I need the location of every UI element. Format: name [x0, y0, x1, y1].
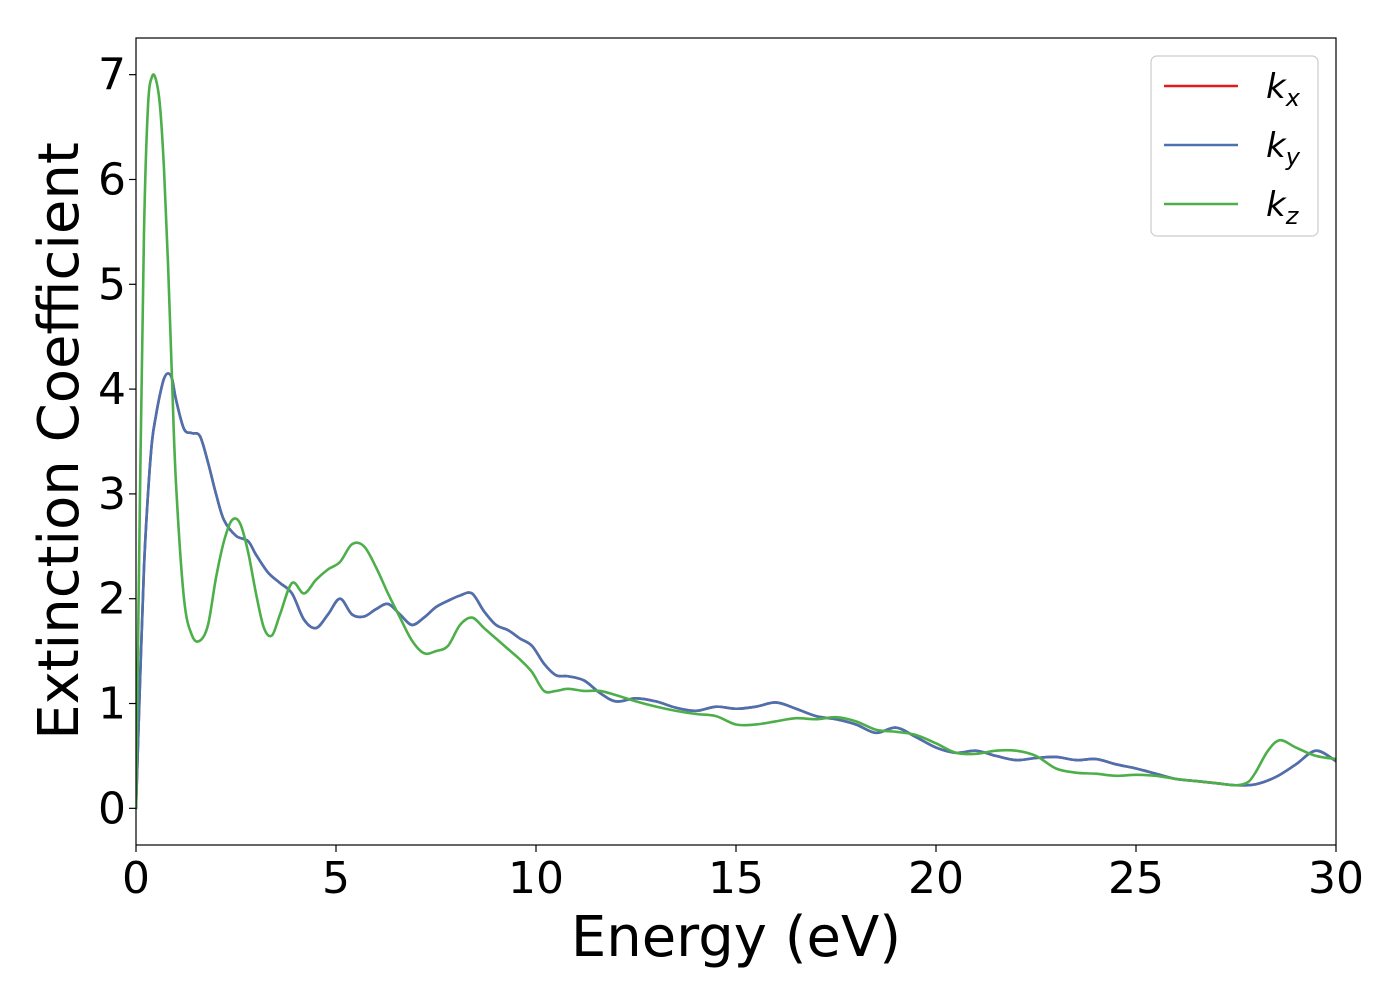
x-tick-label: 25	[1108, 853, 1164, 904]
y-tick-label: 2	[98, 574, 126, 625]
series-line-kz	[136, 73, 1336, 810]
series-layer	[136, 73, 1336, 810]
axes-layer: 0 5 10 15 20 25 30 0 1 2 3 4 5 6 7	[98, 37, 1364, 904]
y-tick-label: 7	[98, 50, 126, 101]
y-tick-label: 3	[98, 469, 126, 520]
y-tick-label: 5	[98, 259, 126, 310]
y-tick-label: 4	[98, 364, 126, 415]
x-tick-label: 20	[908, 853, 964, 904]
y-tick-label: 1	[98, 679, 126, 730]
legend-label-kz: kz	[1266, 185, 1300, 230]
series-line-kx	[136, 372, 1336, 810]
legend-label-kx: kx	[1266, 67, 1301, 112]
x-tick-label: 10	[508, 853, 564, 904]
y-tick-label: 0	[98, 783, 126, 834]
x-tick-label: 30	[1308, 853, 1364, 904]
legend: kx ky kz	[1150, 55, 1319, 237]
x-tick-label: 5	[322, 853, 350, 904]
y-tick-label: 6	[98, 154, 126, 205]
y-axis-title: Extinction Coefficient	[27, 142, 92, 740]
x-axis-title: Energy (eV)	[571, 905, 901, 970]
x-tick-label: 15	[708, 853, 764, 904]
legend-label-ky: ky	[1266, 126, 1301, 171]
series-line-ky	[136, 372, 1336, 810]
x-tick-label: 0	[122, 853, 150, 904]
